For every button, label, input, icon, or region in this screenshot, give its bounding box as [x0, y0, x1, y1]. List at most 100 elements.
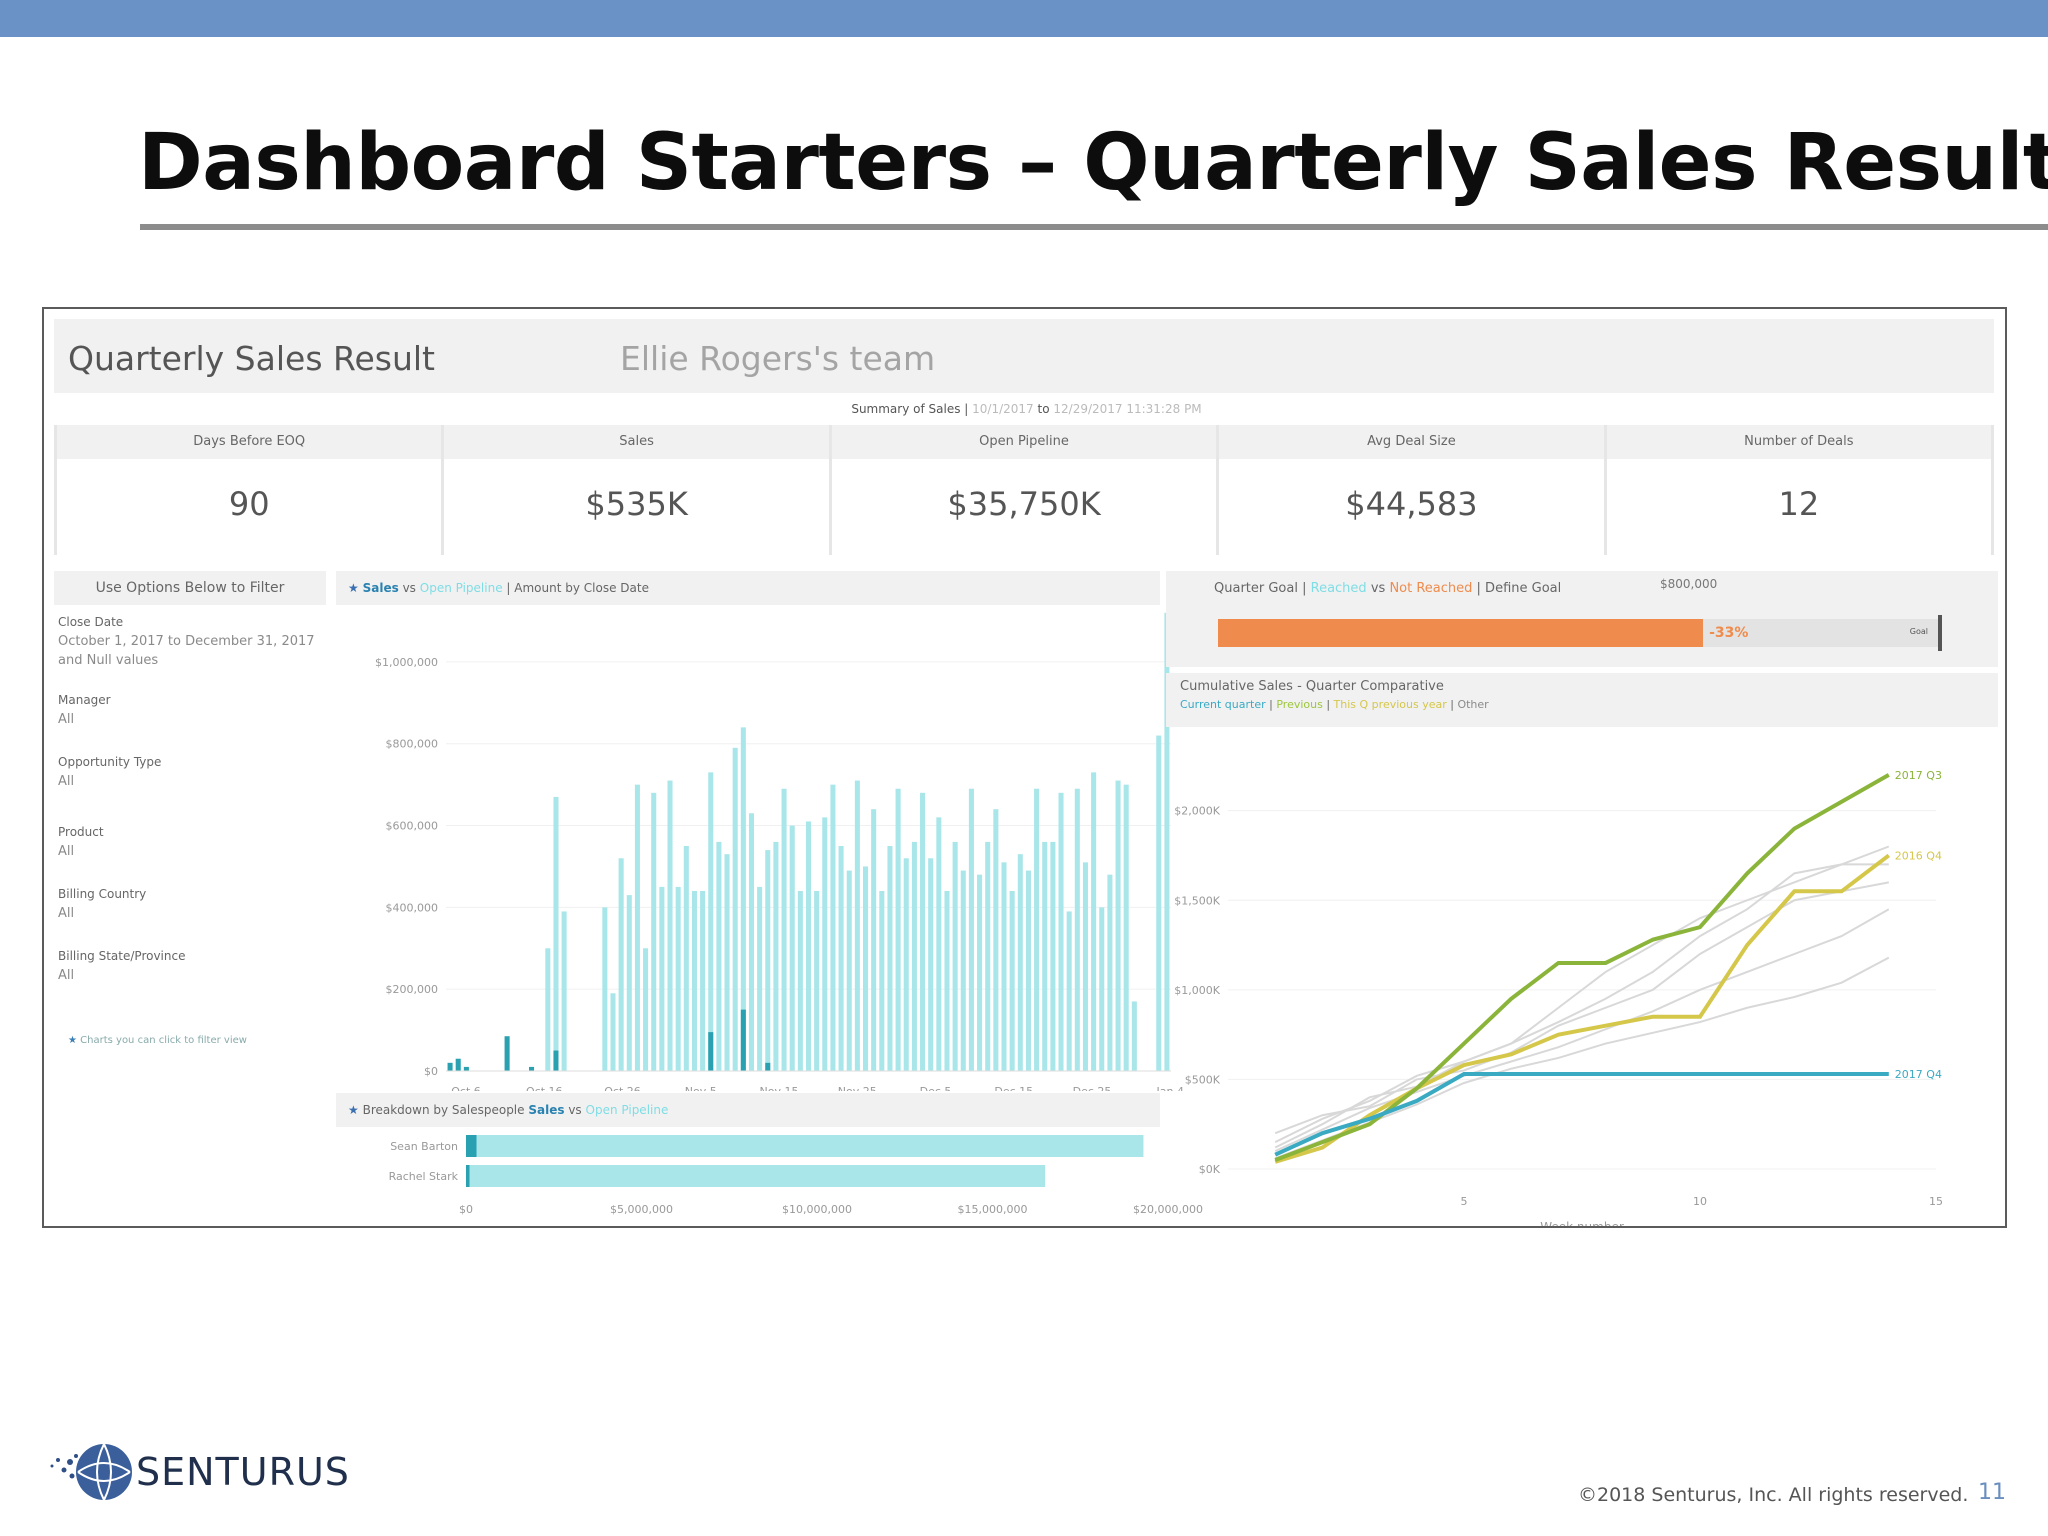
filter-value: All [58, 906, 75, 921]
y-tick-label: $500K [1185, 1073, 1221, 1086]
pipeline-bar [944, 891, 950, 1071]
globe-logo-icon [50, 1443, 132, 1501]
pipeline-bar [960, 870, 966, 1071]
title-rule [140, 224, 2048, 230]
breakdown-panel[interactable]: ★ Breakdown by Salespeople Sales vs Open… [336, 1085, 1204, 1225]
sales-vs-pipeline-panel[interactable]: ★ Sales vs Open Pipeline | Amount by Clo… [336, 571, 1204, 1091]
filter-product[interactable]: Product All [58, 823, 104, 861]
pipeline-bar [822, 817, 828, 1071]
summary-to-word: to [1037, 402, 1050, 416]
legend-other: Other [1457, 698, 1489, 711]
filter-header: Use Options Below to Filter [54, 571, 326, 605]
filter-panel: Use Options Below to Filter Close Date O… [54, 571, 326, 1051]
pipeline-bar [1115, 780, 1121, 1071]
pipeline-bar [708, 772, 714, 1071]
pipeline-bar [602, 907, 608, 1071]
x-tick-label: Oct 26 [604, 1085, 641, 1091]
x-tick-label: Oct 6 [451, 1085, 481, 1091]
copyright: ©2018 Senturus, Inc. All rights reserved… [1578, 1484, 1969, 1506]
y-tick-label: $0K [1199, 1163, 1221, 1176]
slide-title: Dashboard Starters – Quarterly Sales Res… [138, 118, 2048, 208]
filter-billing-country[interactable]: Billing Country All [58, 885, 146, 923]
filter-opportunity-type[interactable]: Opportunity Type All [58, 753, 161, 791]
pipeline-bar [846, 870, 852, 1071]
quarter-goal-panel[interactable]: Quarter Goal | Reached vs Not Reached | … [1166, 571, 1998, 667]
legend-previous: Previous [1276, 698, 1323, 711]
star-icon: ★ [348, 1103, 359, 1117]
summary-to: 12/29/2017 11:31:28 PM [1053, 402, 1202, 416]
pipeline-bar [626, 895, 632, 1071]
breakdown-legend-sales: Sales [528, 1103, 565, 1117]
kpi-avg-deal-size: Avg Deal Size $44,583 [1219, 425, 1607, 555]
sales-chart-header: ★ Sales vs Open Pipeline | Amount by Clo… [336, 571, 1160, 605]
goal-title-post: | Define Goal [1476, 581, 1562, 596]
pipeline-bar [773, 841, 779, 1071]
pipeline-bar [781, 788, 787, 1071]
filter-value: All [58, 844, 75, 859]
kpi-number-of-deals: Number of Deals 12 [1606, 425, 1995, 555]
kpi-value: $535K [585, 485, 688, 523]
filter-billing-state[interactable]: Billing State/Province All [58, 947, 185, 985]
pipeline-bar [466, 1135, 1144, 1157]
pipeline-bar [911, 841, 917, 1071]
x-tick-label: Dec 25 [1073, 1085, 1112, 1091]
goal-progress-fill [1218, 619, 1704, 647]
x-tick-label: $20,000,000 [1133, 1203, 1203, 1216]
filter-close-date[interactable]: Close Date October 1, 2017 to December 3… [58, 613, 320, 670]
filter-note: ★ Charts you can click to filter view [68, 1035, 247, 1046]
kpi-row: Days Before EOQ 90 Sales $535K Open Pipe… [54, 425, 1995, 555]
kpi-label: Days Before EOQ [57, 425, 442, 459]
breakdown-bar-chart: Sean Barton Rachel Stark $0 $5,000,000 $10,0… [389, 1135, 1203, 1216]
pipeline-bar [993, 809, 999, 1071]
breakdown-legend-vs: vs [568, 1103, 582, 1117]
breakdown-title: Breakdown by Salespeople [362, 1103, 525, 1117]
pipeline-bar [830, 784, 836, 1071]
y-tick-label: $600,000 [386, 820, 439, 833]
filter-manager[interactable]: Manager All [58, 691, 111, 729]
x-tick-label: 10 [1693, 1195, 1707, 1208]
goal-value: $800,000 [1660, 577, 1718, 591]
pipeline-bar [797, 891, 803, 1071]
goal-percent-label: -33% [1709, 625, 1749, 641]
sales-bar [447, 1062, 453, 1071]
kpi-value: $35,750K [947, 485, 1101, 523]
kpi-label: Number of Deals [1606, 425, 1992, 459]
pipeline-bar [1107, 874, 1113, 1071]
slide-top-band [0, 0, 2048, 37]
filter-label: Opportunity Type [58, 755, 162, 769]
star-icon: ★ [68, 1035, 77, 1046]
series-end-label: 2017 Q4 [1895, 1068, 1942, 1081]
pipeline-bar [1025, 870, 1031, 1071]
y-tick-label: $1,000K [1174, 984, 1220, 997]
sales-bar [708, 1032, 714, 1071]
pipeline-bar [732, 747, 738, 1071]
pipeline-bar [1082, 862, 1088, 1071]
pipeline-bar [1066, 911, 1072, 1071]
cumulative-sales-panel[interactable]: Cumulative Sales - Quarter Comparative C… [1166, 669, 1998, 1228]
pipeline-bar [1091, 772, 1097, 1071]
kpi-sales: Sales $535K [444, 425, 832, 555]
pipeline-bar [700, 891, 706, 1071]
series-line-other [1274, 863, 1889, 1144]
pipeline-bar [805, 821, 812, 1071]
sales-bar [765, 1062, 771, 1071]
y-tick-label: $1,500K [1174, 894, 1220, 907]
pipeline-bar [1042, 841, 1048, 1071]
pipeline-bar [1050, 841, 1056, 1071]
kpi-value: 12 [1778, 485, 1820, 523]
goal-vs: vs [1370, 581, 1386, 596]
pipeline-bar [618, 858, 624, 1071]
pipeline-bar [667, 780, 673, 1071]
filter-value: All [58, 712, 75, 727]
senturus-logo: SENTURUS [34, 1432, 354, 1512]
category-label: Sean Barton [390, 1140, 458, 1153]
pipeline-bar [553, 796, 559, 1071]
page-number: 11 [1978, 1480, 2006, 1505]
x-tick-label: Nov 5 [685, 1085, 717, 1091]
sales-bar-chart: $0 $200,000 $400,000 $600,000 $800,000 $1,000… [375, 612, 1184, 1091]
filter-label: Billing Country [58, 887, 147, 901]
filter-label: Product [58, 825, 104, 839]
star-icon: ★ [348, 581, 359, 595]
x-tick-label: Dec 15 [994, 1085, 1033, 1091]
x-axis-label: Week number [1540, 1220, 1624, 1228]
